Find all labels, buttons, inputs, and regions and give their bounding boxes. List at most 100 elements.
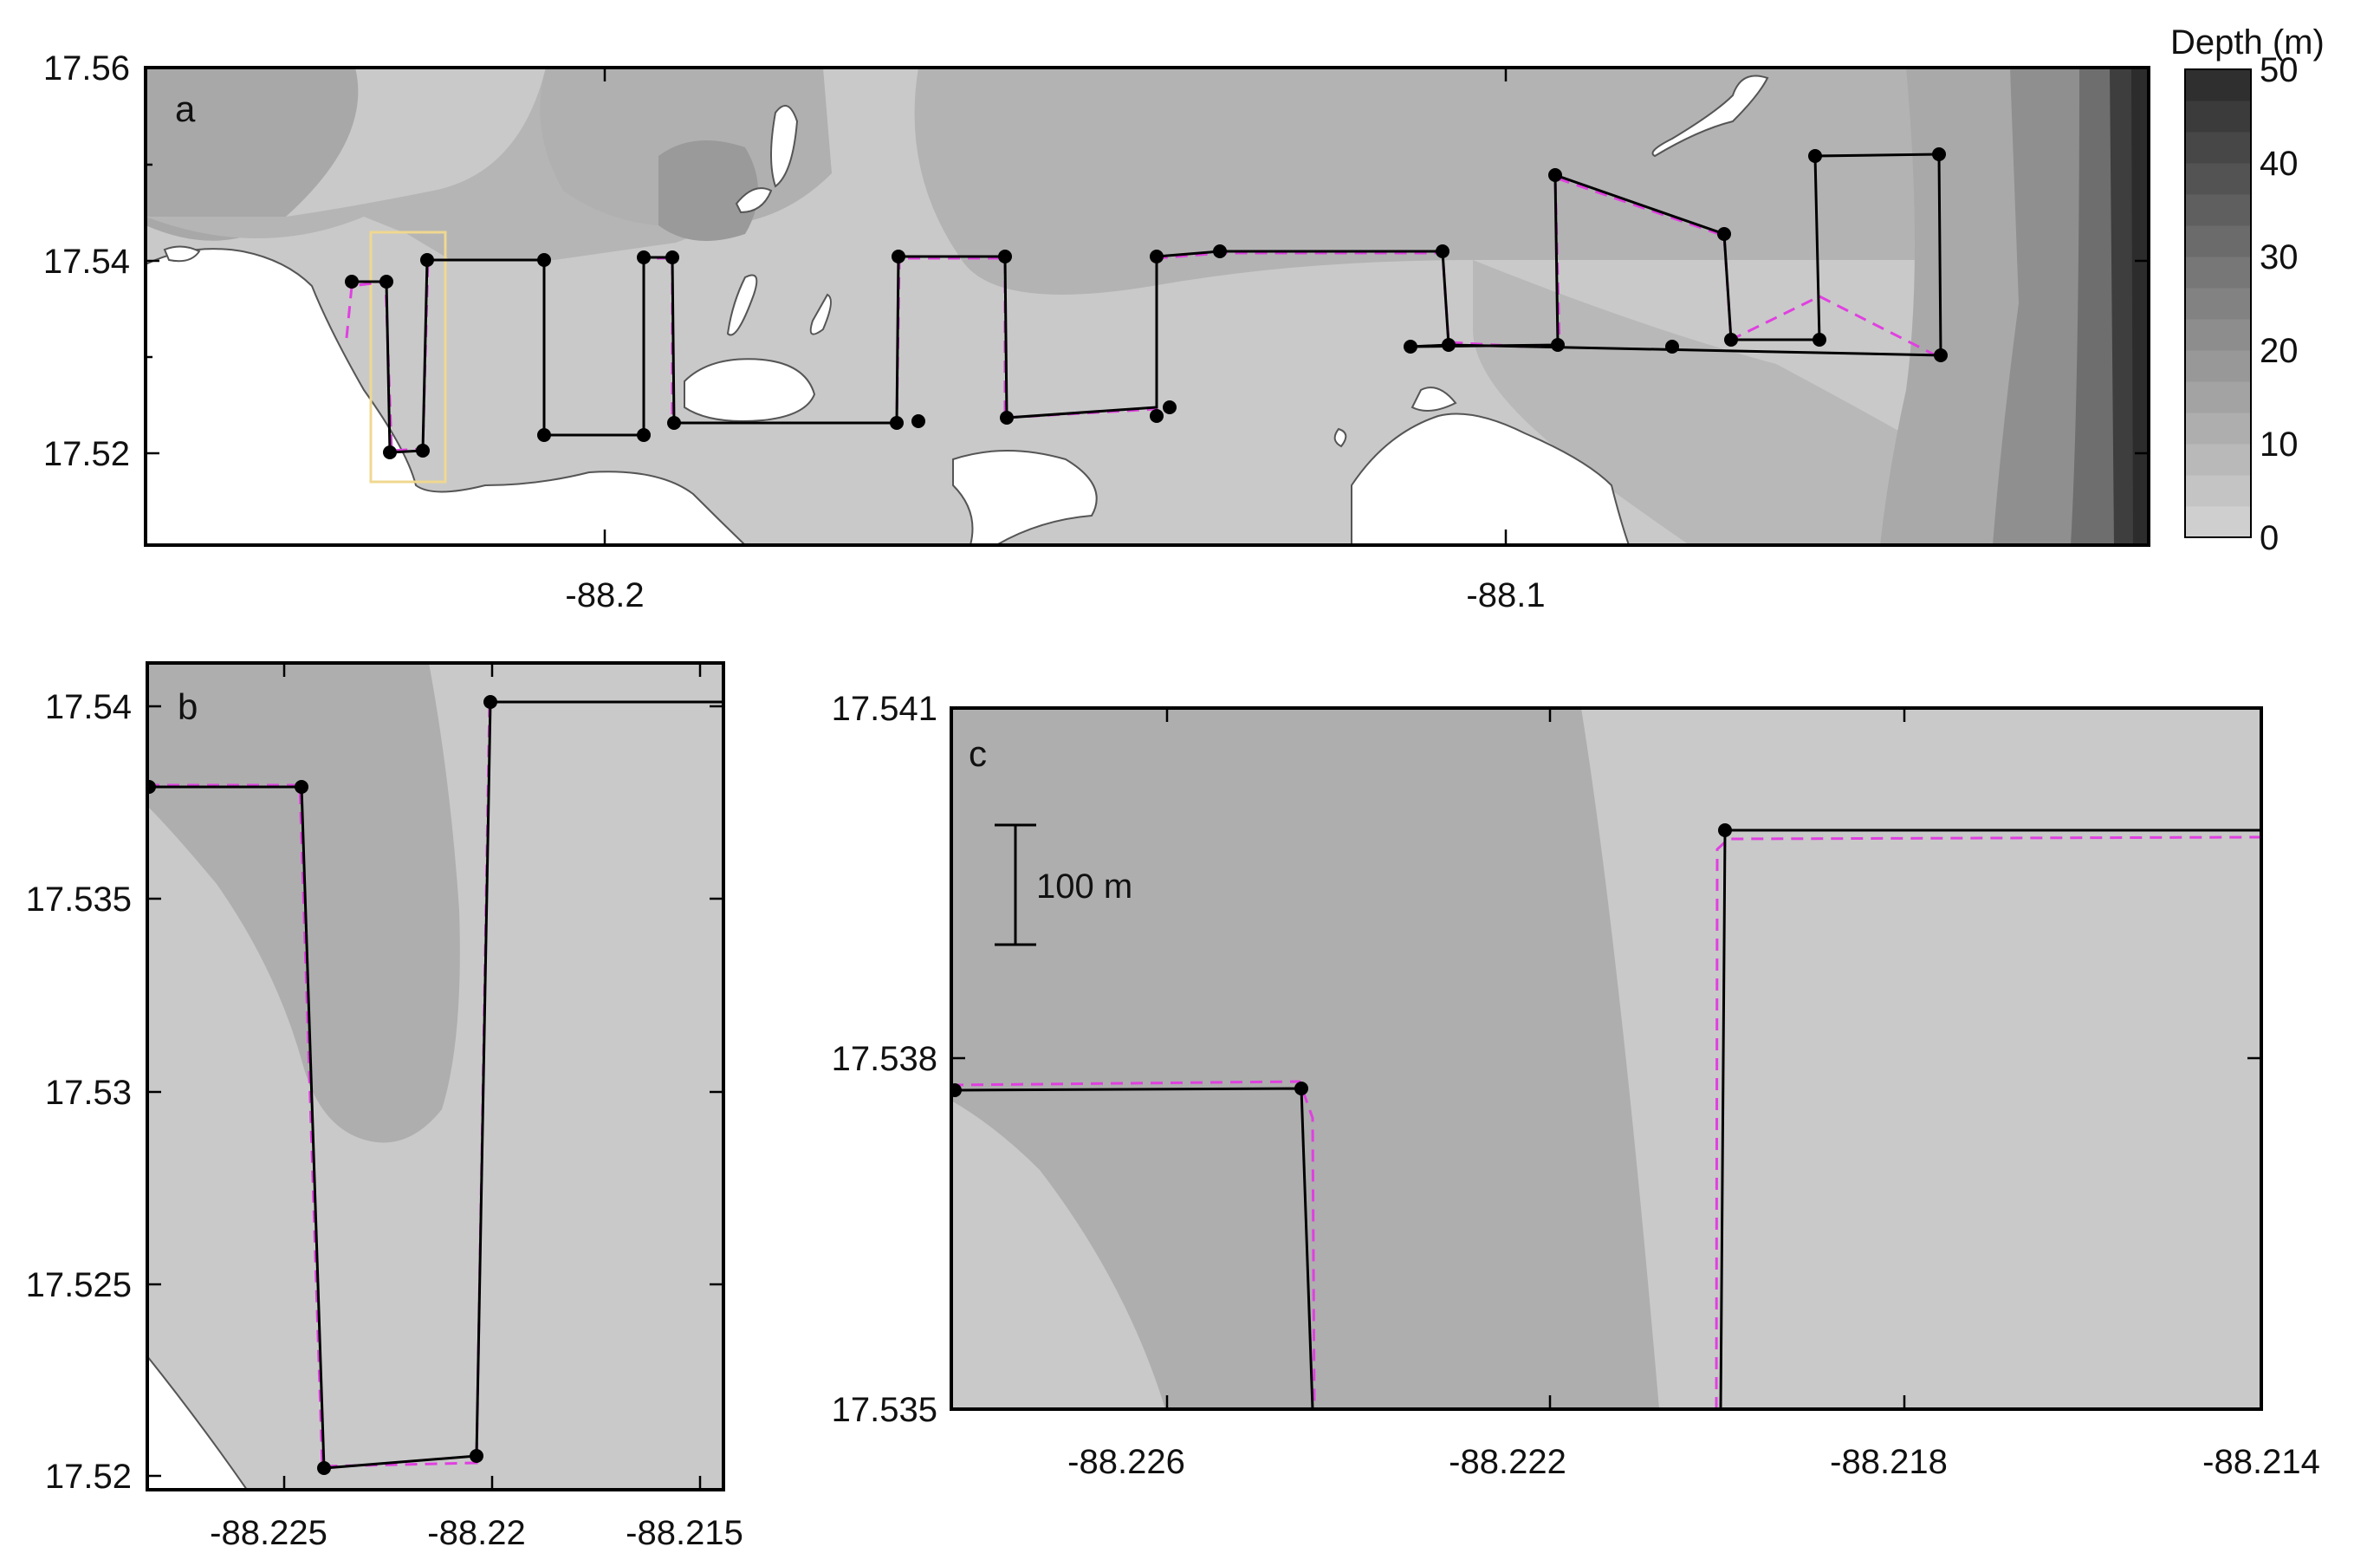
ytick-a: 17.54 <box>43 243 130 281</box>
waypoint <box>470 1449 483 1463</box>
panel-c: 100 m c 17.541 17.538 17.535 -88.226 -88… <box>832 690 2320 1481</box>
ytick-b: 17.53 <box>45 1074 132 1112</box>
tick-marks-a <box>146 66 2149 545</box>
mainland-land <box>146 248 747 545</box>
islet <box>809 293 832 335</box>
xtick-c: -88.222 <box>1449 1443 1566 1481</box>
waypoint <box>1163 400 1177 414</box>
waypoint <box>892 250 905 263</box>
colorbar: Depth (m) 0 10 20 30 40 50 <box>2170 23 2325 557</box>
xtick-b: -88.225 <box>210 1514 327 1552</box>
waypoint <box>1548 168 1562 182</box>
panel-label-c: c <box>969 733 987 774</box>
islet <box>770 105 799 188</box>
waypoint <box>637 250 651 264</box>
waypoint <box>667 416 681 430</box>
waypoint <box>379 275 393 289</box>
depth-band <box>146 68 359 241</box>
colorbar-band <box>2185 506 2251 538</box>
colorbar-bands <box>2185 69 2251 538</box>
colorbar-band <box>2185 257 2251 289</box>
ytick-a: 17.52 <box>43 435 130 473</box>
colorbar-band <box>2185 101 2251 133</box>
ytick-c: 17.535 <box>832 1391 937 1429</box>
panel-a: a 17.56 17.54 17.52 -88.2 -88.1 <box>43 49 2150 614</box>
waypoint <box>1934 348 1948 362</box>
colorbar-tick: 40 <box>2260 145 2299 183</box>
waypoint <box>665 250 679 264</box>
xtick-c: -88.226 <box>1067 1443 1185 1481</box>
tick-marks-b <box>147 663 723 1490</box>
ytick-a: 17.56 <box>43 49 130 88</box>
colorbar-band <box>2185 288 2251 320</box>
colorbar-band <box>2185 225 2251 257</box>
colorbar-band <box>2185 319 2251 351</box>
tick-marks-c <box>951 706 2263 1411</box>
waypoint <box>317 1461 331 1475</box>
xtick-b: -88.22 <box>427 1514 525 1552</box>
axes-frame-a <box>144 66 2150 547</box>
colorbar-band <box>2185 475 2251 507</box>
islet <box>1333 427 1347 448</box>
waypoint <box>951 1083 962 1097</box>
xtick-a: -88.1 <box>1466 576 1545 614</box>
actual-track-b <box>147 700 723 1468</box>
colorbar-tick: 0 <box>2260 519 2279 557</box>
waypoint <box>1294 1082 1308 1095</box>
actual-track-c-left <box>951 1080 1316 1409</box>
waypoint <box>998 250 1012 263</box>
ytick-b: 17.54 <box>45 688 132 726</box>
colorbar-band <box>2185 194 2251 226</box>
panel-label-a: a <box>175 88 196 129</box>
depth-band <box>658 140 758 241</box>
islet <box>1651 75 1769 158</box>
waypoint <box>1551 338 1565 352</box>
waypoint <box>483 695 497 709</box>
islet <box>1410 387 1457 412</box>
actual-track-c-right <box>1715 835 2261 1409</box>
colorbar-band <box>2185 381 2251 413</box>
colorbar-tick: 50 <box>2260 51 2299 89</box>
waypoint <box>1932 147 1946 161</box>
ytick-b: 17.525 <box>26 1266 132 1304</box>
colorbar-tick: 30 <box>2260 238 2299 276</box>
waypoint <box>1442 338 1456 352</box>
panel-b: b 17.54 17.535 17.53 17.525 17.52 -88.22… <box>26 661 743 1552</box>
waypoint <box>420 253 434 267</box>
island <box>1351 413 1631 545</box>
islet <box>726 274 758 336</box>
island <box>684 358 816 422</box>
waypoint <box>1213 244 1227 258</box>
waypoint <box>637 428 651 442</box>
waypoint <box>383 445 397 459</box>
island <box>952 450 1098 545</box>
bathymetry-map-b <box>147 663 723 1490</box>
waypoint <box>345 275 359 289</box>
waypoint <box>1000 411 1014 425</box>
planned-track-b <box>149 700 723 1470</box>
ytick-c: 17.541 <box>832 690 937 728</box>
xtick-a: -88.2 <box>565 576 644 614</box>
small-island <box>163 245 201 263</box>
waypoint <box>1813 333 1826 347</box>
waypoint <box>147 780 156 794</box>
colorbar-tick: 10 <box>2260 426 2299 464</box>
waypoint <box>1150 250 1164 263</box>
bathymetry-map-c: 100 m <box>951 708 2261 1409</box>
depth-band <box>951 708 1659 1409</box>
colorbar-tick: 20 <box>2260 332 2299 370</box>
colorbar-title: Depth (m) <box>2170 23 2325 62</box>
panel-label-b: b <box>178 686 198 727</box>
zoom-box <box>369 231 447 484</box>
waypoint <box>890 416 904 430</box>
xtick-c: -88.214 <box>2202 1443 2320 1481</box>
waypoint <box>295 780 308 794</box>
islet <box>735 187 773 214</box>
waypoint <box>537 428 551 442</box>
colorbar-frame <box>2184 68 2252 538</box>
waypoint <box>1665 340 1679 354</box>
ytick-c: 17.538 <box>832 1040 937 1078</box>
scale-bar <box>995 823 1036 946</box>
waypoint <box>911 414 925 428</box>
